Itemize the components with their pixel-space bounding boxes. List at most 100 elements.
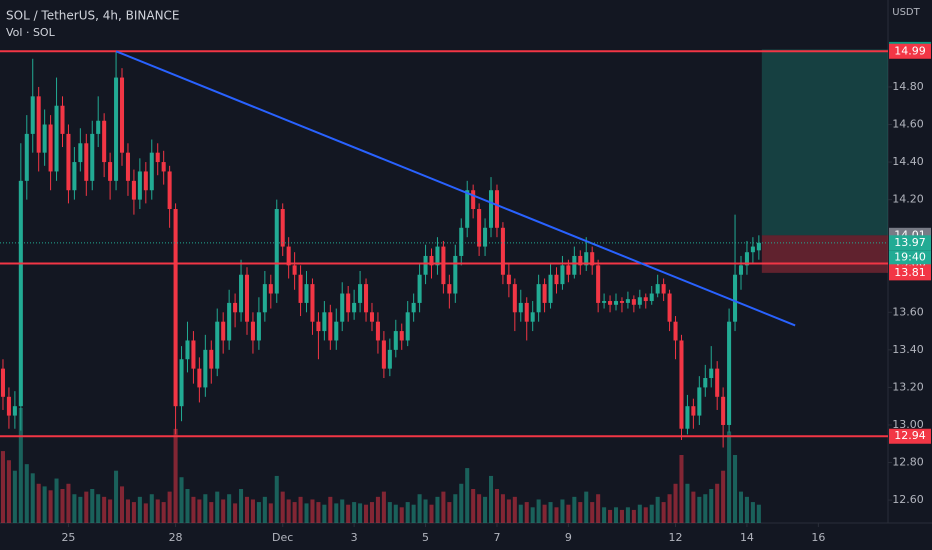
volume-bar (375, 496, 380, 523)
x-tick-label: 9 (565, 531, 572, 544)
volume-bar (596, 494, 601, 523)
volume-bar (18, 407, 23, 523)
y-tick-label: 12.80 (892, 456, 924, 469)
volume-bar (298, 496, 303, 523)
candle-body (560, 265, 565, 285)
candle-body (393, 331, 398, 350)
volume-bar (667, 494, 672, 523)
candle-body (316, 321, 321, 332)
candle-body (429, 255, 434, 266)
candle-body (280, 209, 285, 247)
candle-body (590, 252, 595, 266)
candle-body (506, 274, 511, 285)
volume-bar (477, 494, 482, 523)
candle-body (298, 274, 303, 303)
volume-bar (429, 504, 434, 523)
volume-bar (697, 496, 702, 523)
volume-bar (78, 496, 83, 523)
candle-body (750, 246, 755, 253)
x-tick-label: 12 (669, 531, 683, 544)
volume-bar (733, 455, 738, 523)
volume-bar (244, 496, 250, 523)
volume-bar (215, 491, 220, 523)
candle-body (596, 265, 601, 303)
candle-body (179, 359, 184, 407)
volume-bar (131, 502, 136, 523)
volume-bar (66, 483, 71, 523)
candle-body (381, 340, 386, 369)
candle-body (447, 284, 452, 294)
candle-body (78, 143, 83, 163)
volume-bar (155, 499, 160, 523)
volume-bar (42, 486, 47, 523)
volume-bar (399, 507, 404, 523)
candle-body (42, 124, 47, 153)
candle-body (518, 302, 523, 313)
candle-body (66, 133, 71, 191)
level-tag-bg (889, 428, 931, 444)
volume-bar (352, 502, 357, 523)
volume-bar (435, 496, 440, 523)
x-tick-label: 7 (493, 531, 500, 544)
candle-body (548, 274, 553, 303)
candle-body (36, 96, 41, 153)
candle-body (114, 77, 119, 181)
volume-bar (471, 489, 476, 523)
candle-body (697, 387, 702, 416)
candle-body (334, 321, 339, 341)
x-tick-label: 5 (422, 531, 429, 544)
volume-bar (30, 473, 35, 523)
volume-bar (721, 470, 726, 523)
volume-bar (572, 496, 577, 523)
volume-bar (518, 504, 523, 523)
volume-bar (292, 502, 297, 523)
candle-body (268, 284, 273, 294)
volume-bar (655, 496, 660, 523)
volume-label: Vol · SOL (6, 26, 56, 39)
volume-bar (584, 491, 589, 523)
candle-body (286, 246, 291, 266)
volume-bar (459, 483, 464, 523)
candle-body (471, 190, 476, 210)
candle-body (131, 180, 136, 200)
candle-body (417, 274, 422, 303)
volume-bar (12, 470, 17, 523)
volume-bar (114, 470, 119, 523)
candle-body (227, 302, 232, 341)
candle-body (405, 312, 410, 341)
candle-body (691, 406, 696, 416)
volume-bar (274, 475, 279, 523)
y-tick-label: 14.80 (892, 80, 924, 93)
volume-bar (512, 496, 517, 523)
candle-body (727, 321, 732, 425)
candle-body (608, 301, 613, 305)
candle-body (602, 301, 607, 303)
candle-body (709, 368, 714, 379)
volume-bar (322, 504, 327, 523)
candle-body (84, 143, 89, 181)
candle-body (143, 171, 148, 191)
volume-bar (24, 464, 29, 523)
level-tag: 14.99 (894, 44, 926, 57)
x-tick-label: Dec (272, 531, 293, 544)
candle-body (108, 162, 113, 181)
volume-bar (72, 494, 77, 523)
candle-body (625, 299, 630, 303)
candle-body (524, 302, 529, 322)
candle-body (346, 293, 351, 313)
candle-body (679, 340, 684, 429)
candle-body (649, 293, 654, 302)
candle-body (173, 209, 178, 407)
volume-bar (54, 478, 59, 523)
volume-bar (590, 502, 595, 523)
candle-body (292, 265, 297, 275)
volume-bar (393, 504, 398, 523)
candle-body (530, 312, 535, 322)
volume-bar (661, 502, 666, 523)
candle-body (685, 406, 690, 429)
volume-bar (727, 431, 732, 523)
volume-bar (405, 502, 410, 523)
candle-body (161, 162, 166, 172)
candle-body (30, 96, 35, 134)
candle-body (566, 265, 571, 275)
